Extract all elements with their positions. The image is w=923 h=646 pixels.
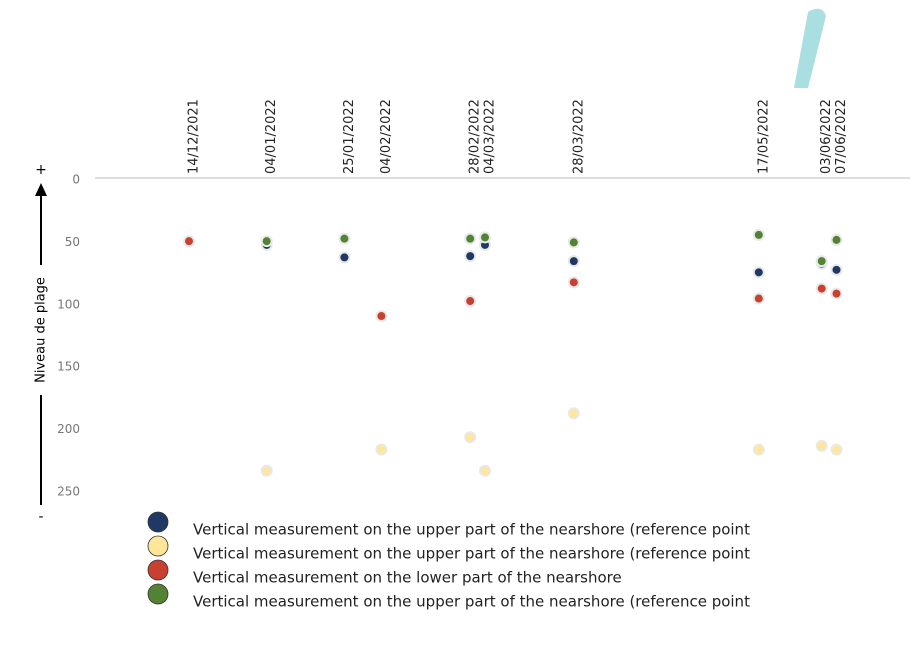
x-tick-label: 25/01/2022	[342, 99, 357, 174]
legend-marker	[147, 511, 169, 533]
point	[464, 250, 477, 263]
decoration	[794, 8, 826, 88]
x-tick-label: 14/12/2021	[187, 99, 202, 174]
x-tick-label: 07/06/2022	[834, 99, 849, 174]
point	[830, 233, 843, 246]
point	[464, 232, 477, 245]
point	[375, 310, 388, 323]
y-tick-label: 100	[57, 297, 80, 311]
x-tick-label: 04/01/2022	[264, 99, 279, 174]
point	[752, 292, 765, 305]
point	[479, 464, 491, 477]
y-top-sign: +	[35, 162, 47, 178]
x-tick-label: 04/02/2022	[379, 99, 394, 174]
legend-marker	[147, 535, 169, 557]
legend-marker	[147, 583, 169, 605]
point	[830, 263, 843, 276]
point	[464, 295, 477, 308]
y-tick-label: 250	[57, 485, 80, 499]
point	[260, 235, 273, 248]
point	[479, 231, 491, 244]
point	[338, 251, 351, 264]
x-tick-label: 28/03/2022	[571, 99, 586, 174]
legend-label: Vertical measurement on the upper part o…	[193, 545, 750, 563]
legend-label: Vertical measurement on the upper part o…	[193, 521, 750, 539]
point	[752, 266, 765, 279]
y-tick-label: 200	[57, 422, 80, 436]
legend-marker	[147, 559, 169, 581]
y-bottom-sign: -	[38, 509, 43, 525]
point	[815, 255, 828, 268]
point	[375, 443, 388, 456]
x-tick-label: 17/05/2022	[756, 99, 771, 174]
point	[815, 439, 828, 452]
point	[567, 276, 580, 289]
x-tick-label: 28/02/2022	[468, 99, 483, 174]
point	[830, 443, 843, 456]
point	[567, 407, 580, 420]
point	[260, 464, 273, 477]
y-tick-label: 150	[57, 360, 80, 374]
point	[464, 431, 477, 444]
point	[567, 255, 580, 268]
point	[752, 228, 765, 241]
x-tick-label: 03/06/2022	[819, 99, 834, 174]
y-tick-label: 50	[65, 235, 80, 249]
point	[567, 236, 580, 249]
legend-label: Vertical measurement on the upper part o…	[193, 593, 750, 611]
point	[815, 282, 828, 295]
point	[183, 235, 195, 248]
y-arrow-head	[35, 183, 47, 196]
point	[338, 232, 351, 245]
point	[752, 443, 765, 456]
legend-label: Vertical measurement on the lower part o…	[193, 569, 622, 587]
point	[830, 287, 843, 300]
y-tick-label: 0	[72, 173, 80, 187]
x-tick-label: 04/03/2022	[483, 99, 498, 174]
y-axis-label: Niveau de plage	[34, 277, 49, 383]
